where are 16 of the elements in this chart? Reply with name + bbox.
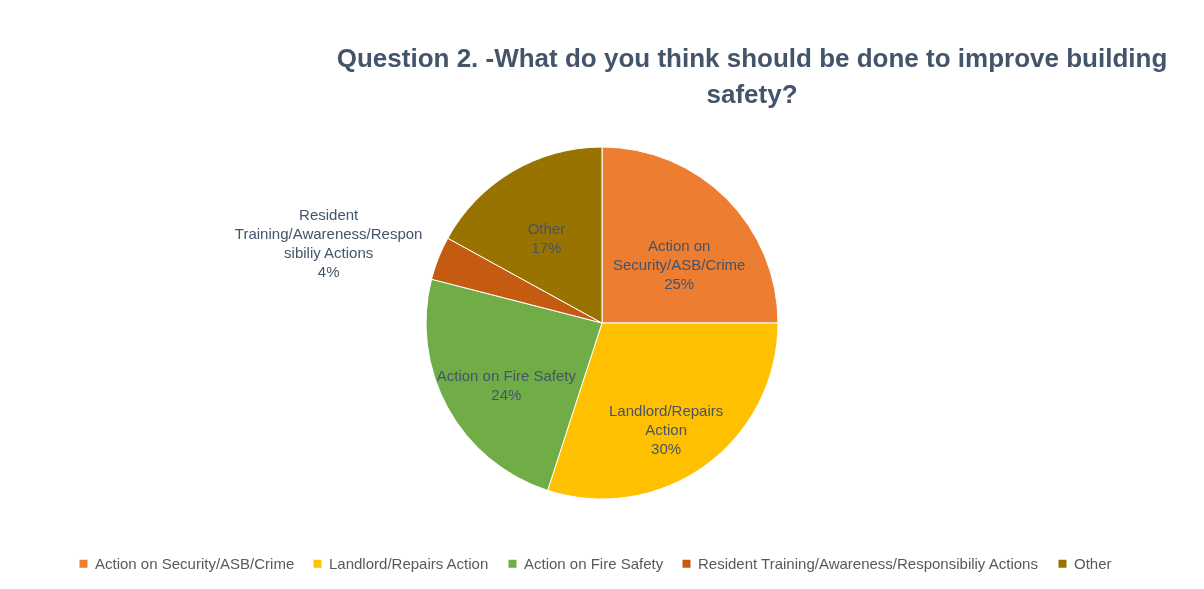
legend-label: Other <box>1074 554 1112 572</box>
data-label: 4% <box>317 262 340 280</box>
chart-title: Question 2. -What do you think should be done to improve building safety? <box>336 43 1168 109</box>
data-label: 17% <box>531 239 562 257</box>
slice-label: Landlord/Repairs Action <box>609 402 724 439</box>
data-label: 25% <box>664 274 695 292</box>
legend-label: Action on Security/ASB/Crime <box>95 554 295 572</box>
legend-label: Resident Training/Awareness/Responsibiliy Actions <box>698 554 1038 572</box>
slice-label: Action on Security/ASB/Crime <box>612 236 746 273</box>
slice-label: Resident Training/Awareness/Responsibiliy Actions <box>234 205 423 261</box>
legend-label: Action on Fire Safety <box>524 554 664 572</box>
data-label: 30% <box>651 440 682 458</box>
slice-label: Action on Fire Safety <box>436 366 577 384</box>
legend-label: Landlord/Repairs Action <box>329 554 489 572</box>
slice-label: Other <box>527 220 566 238</box>
data-label: 24% <box>491 385 522 403</box>
